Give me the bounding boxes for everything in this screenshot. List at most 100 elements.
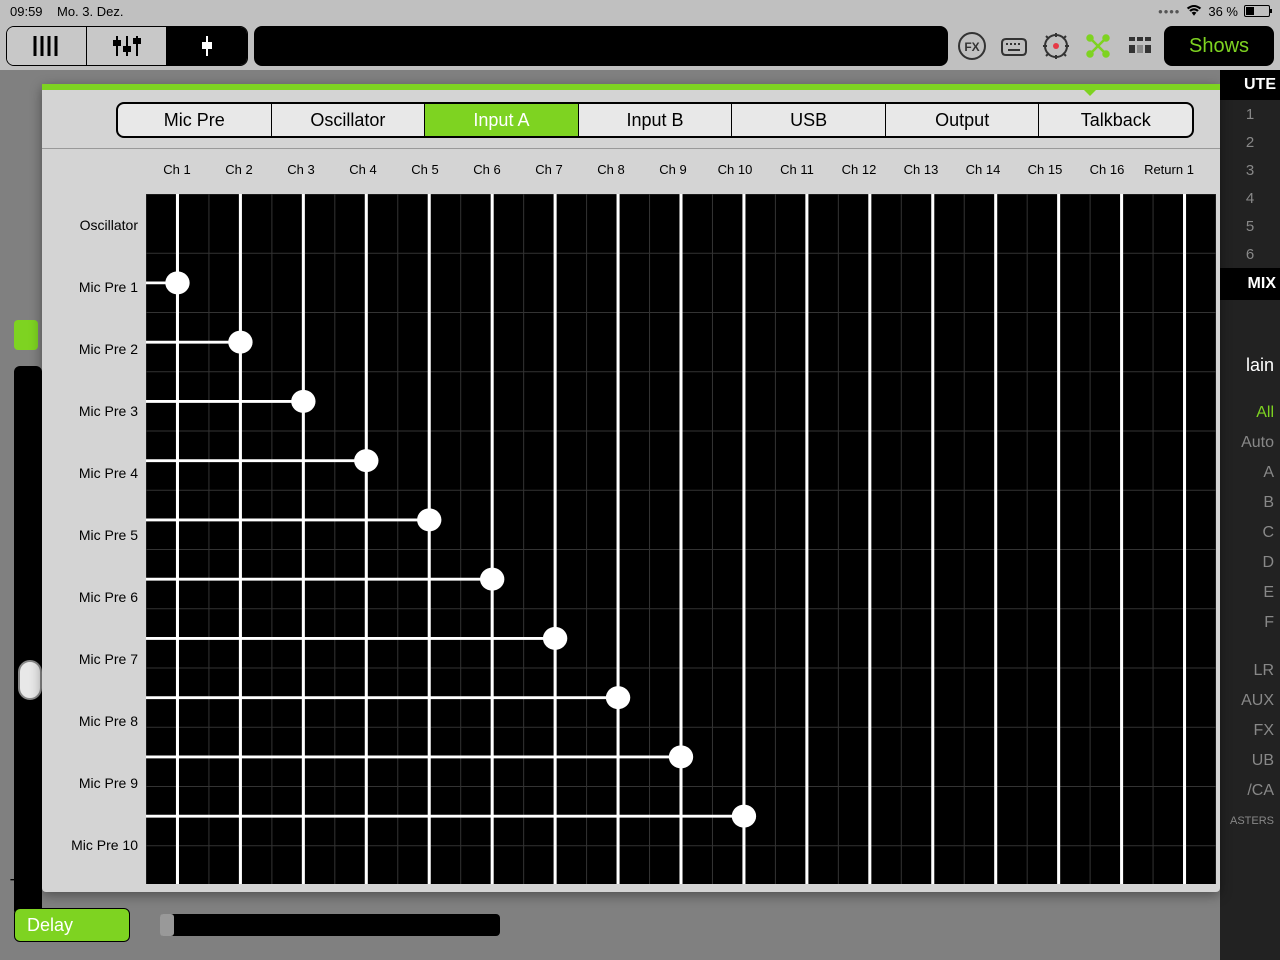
tab-input-b[interactable]: Input B: [579, 104, 733, 136]
delay-label: Delay: [27, 915, 73, 936]
bus-aux[interactable]: AUX: [1220, 686, 1280, 716]
toolbar: FX Shows: [0, 22, 1280, 70]
right-strip: UTE 123456 MIX lain AllAutoABCDEF LRAUXF…: [1220, 70, 1280, 960]
bg-slider[interactable]: [160, 914, 500, 936]
shows-label: Shows: [1189, 35, 1249, 58]
col-header: Return 1: [1138, 162, 1200, 182]
group-e[interactable]: E: [1220, 578, 1280, 608]
group-a[interactable]: A: [1220, 458, 1280, 488]
display-bar[interactable]: [254, 26, 948, 66]
col-header: Ch 8: [580, 162, 642, 182]
wifi-icon: [1186, 5, 1202, 17]
status-time: 09:59: [10, 4, 43, 19]
gear-icon: [1041, 31, 1071, 61]
col-header: Ch 12: [828, 162, 890, 182]
view-mode-2-button[interactable]: [87, 27, 167, 65]
bus-fx[interactable]: FX: [1220, 716, 1280, 746]
group-auto[interactable]: Auto: [1220, 428, 1280, 458]
col-header: Ch 3: [270, 162, 332, 182]
fx-icon: FX: [957, 31, 987, 61]
group-d[interactable]: D: [1220, 548, 1280, 578]
shows-button[interactable]: Shows: [1164, 26, 1274, 66]
row-labels: OscillatorMic Pre 1Mic Pre 2Mic Pre 3Mic…: [50, 194, 144, 876]
meters-button[interactable]: [1122, 28, 1158, 64]
group-c[interactable]: C: [1220, 518, 1280, 548]
tab-talkback[interactable]: Talkback: [1039, 104, 1192, 136]
status-date: Mo. 3. Dez.: [57, 4, 123, 19]
fx-button[interactable]: FX: [954, 28, 990, 64]
bars-icon: [30, 33, 64, 59]
keyboard-button[interactable]: [996, 28, 1032, 64]
view-mode-3-button[interactable]: [167, 27, 247, 65]
battery-pct: 36 %: [1208, 4, 1238, 19]
row-label: Mic Pre 4: [50, 442, 144, 504]
row-label: Mic Pre 2: [50, 318, 144, 380]
col-header: Ch 5: [394, 162, 456, 182]
mute-group-6[interactable]: 6: [1220, 240, 1280, 268]
tab-output[interactable]: Output: [886, 104, 1040, 136]
svg-text:FX: FX: [964, 40, 979, 54]
routing-tabs: Mic PreOscillatorInput AInput BUSBOutput…: [116, 102, 1194, 138]
mute-label[interactable]: UTE: [1220, 70, 1280, 100]
tab-oscillator[interactable]: Oscillator: [272, 104, 426, 136]
bg-knob[interactable]: [18, 660, 42, 700]
tab-usb[interactable]: USB: [732, 104, 886, 136]
col-header: Ch 2: [208, 162, 270, 182]
mute-group-1[interactable]: 1: [1220, 100, 1280, 128]
battery-icon: [1244, 5, 1270, 17]
col-header: Ch 4: [332, 162, 394, 182]
row-label: Mic Pre 9: [50, 752, 144, 814]
col-header: Ch 11: [766, 162, 828, 182]
mute-group-3[interactable]: 3: [1220, 156, 1280, 184]
mute-group-4[interactable]: 4: [1220, 184, 1280, 212]
col-header: Ch 13: [890, 162, 952, 182]
view-mode-group: [6, 26, 248, 66]
bg-slider-thumb[interactable]: [160, 914, 174, 936]
column-headers: Ch 1Ch 2Ch 3Ch 4Ch 5Ch 6Ch 7Ch 8Ch 9Ch 1…: [146, 162, 1216, 182]
tab-input-a[interactable]: Input A: [425, 104, 579, 136]
row-label: Oscillator: [50, 194, 144, 256]
view-mode-1-button[interactable]: [7, 27, 87, 65]
single-fader-icon: [190, 33, 224, 59]
routing-icon: [1083, 31, 1113, 61]
mix-label[interactable]: MIX: [1220, 268, 1280, 300]
delay-button[interactable]: Delay: [14, 908, 130, 942]
settings-button[interactable]: [1038, 28, 1074, 64]
group-f[interactable]: F: [1220, 608, 1280, 638]
bg-black-panel: [14, 366, 42, 916]
signal-dots-icon: ••••: [1158, 4, 1180, 19]
mute-group-2[interactable]: 2: [1220, 128, 1280, 156]
main-label[interactable]: lain: [1220, 350, 1280, 380]
routing-grid[interactable]: [146, 194, 1216, 884]
bg-green-button[interactable]: [14, 320, 38, 350]
group-all[interactable]: All: [1220, 398, 1280, 428]
modal-accent-bar: [42, 84, 1220, 90]
row-label: Mic Pre 5: [50, 504, 144, 566]
col-header: Ch 14: [952, 162, 1014, 182]
col-header: Ch 6: [456, 162, 518, 182]
col-header: Ch 10: [704, 162, 766, 182]
bus-ub[interactable]: UB: [1220, 746, 1280, 776]
bus-lr[interactable]: LR: [1220, 656, 1280, 686]
bg-tem-label: Ten: [10, 876, 39, 897]
group-b[interactable]: B: [1220, 488, 1280, 518]
bus-/ca[interactable]: /CA: [1220, 776, 1280, 806]
mute-group-5[interactable]: 5: [1220, 212, 1280, 240]
col-header: Ch 9: [642, 162, 704, 182]
col-header: Ch 16: [1076, 162, 1138, 182]
meters-icon: [1125, 31, 1155, 61]
divider: [42, 148, 1220, 149]
col-header: Ch 1: [146, 162, 208, 182]
row-label: Mic Pre 10: [50, 814, 144, 876]
faders-icon: [110, 33, 144, 59]
col-header: Ch 7: [518, 162, 580, 182]
routing-modal: Mic PreOscillatorInput AInput BUSBOutput…: [42, 84, 1220, 892]
tab-mic-pre[interactable]: Mic Pre: [118, 104, 272, 136]
row-label: Mic Pre 1: [50, 256, 144, 318]
col-header: Ch 15: [1014, 162, 1076, 182]
routing-button[interactable]: [1080, 28, 1116, 64]
row-label: Mic Pre 3: [50, 380, 144, 442]
keyboard-icon: [999, 31, 1029, 61]
status-bar: 09:59 Mo. 3. Dez. •••• 36 %: [0, 0, 1280, 22]
bus-asters[interactable]: ASTERS: [1220, 806, 1280, 836]
